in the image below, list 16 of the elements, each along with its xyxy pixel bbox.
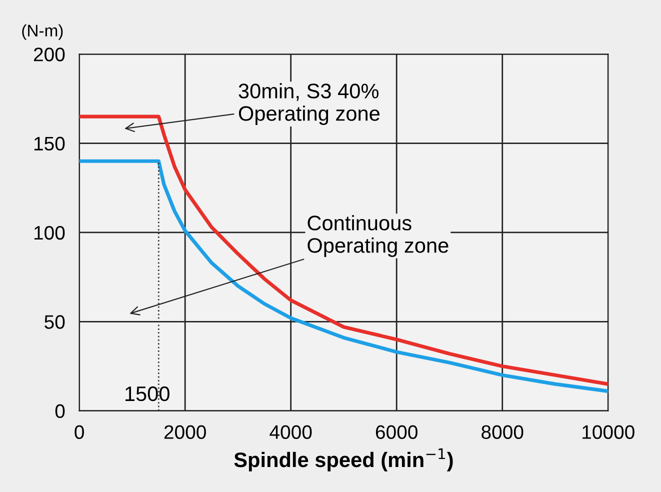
y-tick-label: 100 bbox=[34, 226, 65, 240]
x-tick-label: 6000 bbox=[376, 425, 418, 439]
annotation: 30min, S3 40% Operating zone bbox=[238, 83, 380, 125]
x-tick-label: 8000 bbox=[482, 425, 524, 439]
y-tick-label: 150 bbox=[34, 136, 65, 151]
x-tick-label: 0 bbox=[74, 425, 84, 439]
x-tick-label: 4000 bbox=[270, 425, 312, 439]
annotation: Continuous Operating zone bbox=[308, 215, 448, 257]
y-tick-label: 50 bbox=[44, 315, 65, 329]
annotation: 1500 bbox=[126, 386, 170, 402]
y-tick-label: 200 bbox=[34, 48, 65, 62]
x-tick-label: 10000 bbox=[582, 425, 634, 439]
y-axis-title: (N-m) bbox=[22, 24, 63, 40]
x-tick-label: 2000 bbox=[164, 425, 206, 439]
x-axis-title: Spindle speed (min$^{−1}$) bbox=[234, 448, 453, 472]
y-tick-label: 0 bbox=[55, 404, 65, 418]
